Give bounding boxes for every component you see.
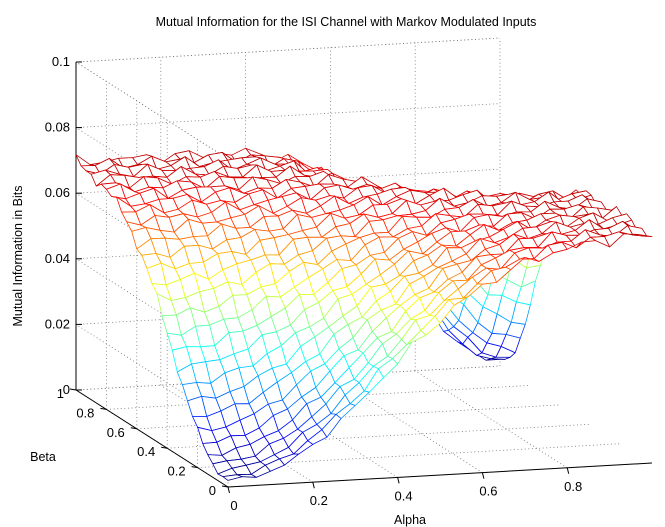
chart-axes bbox=[69, 61, 653, 494]
y-tick-label: 0.8 bbox=[76, 405, 94, 420]
grid-line bbox=[75, 324, 229, 422]
y-tick-mark bbox=[221, 485, 229, 488]
grid-line bbox=[75, 103, 501, 128]
y-tick-mark bbox=[69, 388, 77, 391]
y-tick-label: 1 bbox=[57, 386, 64, 401]
x-tick-mark bbox=[312, 482, 315, 489]
x-tick-label: 0 bbox=[230, 498, 237, 513]
grid-line bbox=[330, 375, 483, 473]
y-tick-mark bbox=[100, 407, 107, 410]
z-tick-label: 0.04 bbox=[45, 251, 70, 266]
grid-line bbox=[75, 61, 229, 160]
z-tick-label: 0 bbox=[63, 382, 70, 397]
grid-line bbox=[75, 258, 229, 357]
x-tick-label: 0.8 bbox=[564, 479, 582, 494]
x-tick-mark bbox=[481, 472, 485, 479]
x-tick-mark bbox=[227, 486, 230, 494]
z-axis-label: Mutual Information in Bits bbox=[11, 185, 25, 326]
x-tick-label: 0.2 bbox=[310, 493, 328, 508]
x-tick-label: 0.6 bbox=[479, 484, 497, 499]
tick-labels: 0 0.2 0.4 0.6 0.800.20.40.60.8100.020.040.06… bbox=[45, 54, 583, 513]
grid-line bbox=[414, 370, 568, 469]
y-tick-mark bbox=[191, 466, 198, 469]
x-axis-line bbox=[227, 462, 653, 488]
y-tick-mark bbox=[130, 427, 137, 430]
x-tick-mark bbox=[566, 467, 570, 474]
y-tick-mark bbox=[161, 446, 168, 449]
y-tick-label: 0.4 bbox=[137, 444, 155, 459]
y-tick-label: 0.6 bbox=[107, 425, 125, 440]
y-axis-label: Beta bbox=[30, 450, 56, 464]
z-tick-label: 0.06 bbox=[45, 185, 70, 200]
x-tick-label: 0.4 bbox=[395, 488, 413, 503]
x-axis-label: Alpha bbox=[394, 513, 426, 527]
z-tick-label: 0.02 bbox=[45, 316, 70, 331]
x-tick-mark bbox=[397, 477, 400, 484]
z-tick-label: 0.1 bbox=[52, 54, 70, 69]
surface-mesh bbox=[75, 147, 653, 481]
y-tick-label: 0.2 bbox=[168, 464, 186, 479]
y-tick-label: 0 bbox=[209, 483, 216, 498]
surface-cell bbox=[222, 474, 243, 481]
chart-title: Mutual Information for the ISI Channel w… bbox=[156, 15, 537, 29]
y-axis-line bbox=[75, 389, 229, 488]
grid-line bbox=[75, 37, 501, 63]
z-tick-label: 0.08 bbox=[45, 120, 70, 135]
